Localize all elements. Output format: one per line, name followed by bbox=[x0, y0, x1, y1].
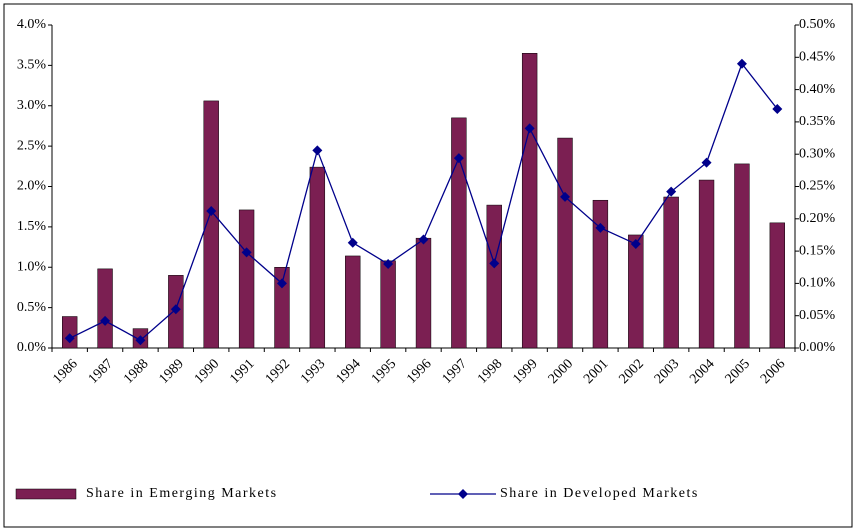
marker bbox=[453, 153, 464, 164]
bar bbox=[203, 100, 219, 349]
legend-label: Share in Developed Markets bbox=[500, 486, 699, 501]
y-tick-label: 1.5% bbox=[17, 219, 47, 234]
bar bbox=[238, 209, 255, 349]
marker bbox=[418, 234, 429, 245]
bar bbox=[97, 268, 113, 349]
bar bbox=[521, 53, 538, 349]
marker bbox=[135, 335, 146, 346]
bar bbox=[309, 166, 326, 349]
marker bbox=[630, 238, 641, 249]
y2-tick-label: 0.40% bbox=[799, 82, 836, 97]
y-tick-label: 0.5% bbox=[17, 300, 47, 315]
bar bbox=[663, 196, 679, 349]
y-tick-label: 2.0% bbox=[17, 179, 47, 194]
y2-tick-label: 0.45% bbox=[799, 50, 836, 65]
legend-marker bbox=[458, 489, 468, 499]
bar bbox=[734, 163, 750, 349]
bar bbox=[698, 179, 715, 349]
bar bbox=[274, 267, 290, 349]
marker bbox=[206, 206, 217, 217]
marker bbox=[560, 191, 571, 202]
bar bbox=[415, 237, 432, 349]
marker bbox=[383, 259, 394, 270]
y-tick-label: 3.0% bbox=[17, 98, 47, 113]
y2-tick-label: 0.05% bbox=[799, 308, 836, 323]
marker bbox=[276, 278, 287, 289]
y2-tick-label: 0.00% bbox=[799, 340, 836, 355]
bar bbox=[62, 316, 78, 349]
marker bbox=[595, 222, 606, 233]
y-tick-label: 3.5% bbox=[17, 58, 47, 73]
marker bbox=[666, 186, 677, 197]
y-tick-label: 1.0% bbox=[17, 259, 47, 274]
y2-tick-label: 0.35% bbox=[799, 114, 836, 129]
bar bbox=[345, 255, 361, 349]
y2-tick-label: 0.10% bbox=[799, 276, 836, 291]
bar bbox=[451, 117, 467, 349]
y-tick-label: 4.0% bbox=[17, 17, 47, 32]
y2-tick-label: 0.30% bbox=[799, 146, 836, 161]
y-tick-label: 0.0% bbox=[17, 340, 47, 355]
bar bbox=[486, 204, 502, 349]
marker bbox=[524, 123, 535, 134]
y2-tick-label: 0.25% bbox=[799, 179, 836, 194]
y-tick-label: 2.5% bbox=[17, 138, 47, 153]
marker bbox=[312, 145, 323, 156]
legend-label: Share in Emerging Markets bbox=[86, 486, 278, 501]
bar bbox=[380, 260, 396, 349]
bar bbox=[769, 222, 785, 349]
y2-tick-label: 0.20% bbox=[799, 211, 836, 226]
marker bbox=[772, 103, 783, 114]
marker bbox=[347, 237, 358, 248]
marker bbox=[241, 247, 252, 258]
bar bbox=[592, 199, 609, 349]
legend-swatch bbox=[15, 488, 77, 500]
marker bbox=[170, 304, 181, 315]
bar bbox=[557, 137, 573, 349]
bar bbox=[628, 234, 644, 349]
y2-tick-label: 0.50% bbox=[799, 17, 836, 32]
marker bbox=[489, 258, 500, 269]
marker bbox=[701, 157, 712, 168]
marker bbox=[100, 315, 111, 326]
marker bbox=[64, 333, 75, 344]
marker bbox=[736, 58, 747, 69]
y2-tick-label: 0.15% bbox=[799, 243, 836, 258]
